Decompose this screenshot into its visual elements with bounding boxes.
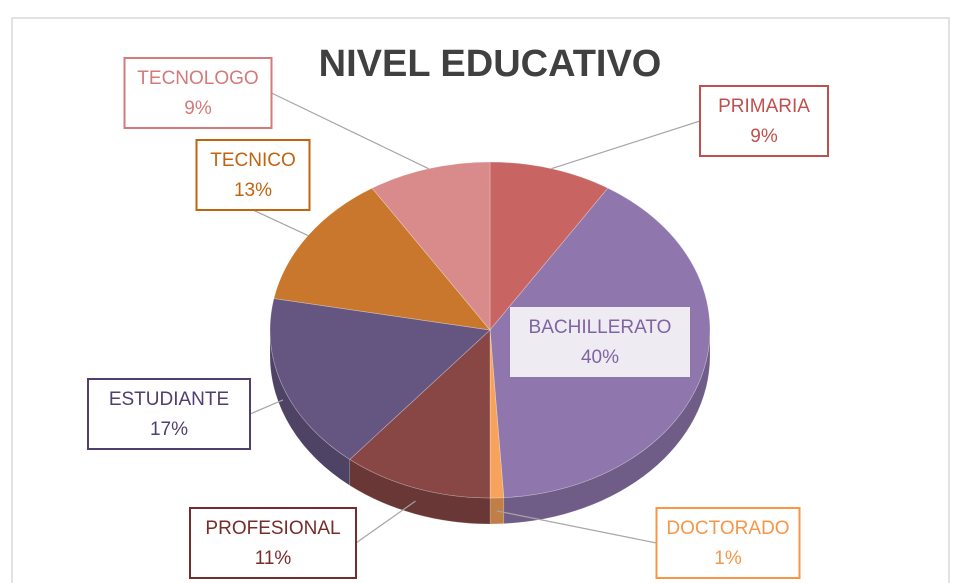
slice-label: PRIMARIA bbox=[718, 96, 810, 117]
chart-title: NIVEL EDUCATIVO bbox=[319, 43, 662, 85]
slice-value-label: 17% bbox=[150, 419, 188, 440]
label-box bbox=[655, 507, 801, 579]
leader-line bbox=[496, 510, 657, 544]
slice bbox=[349, 329, 491, 499]
chart-border bbox=[11, 17, 950, 583]
slice-side bbox=[489, 497, 505, 525]
slice bbox=[489, 161, 609, 331]
slice-label: PROFESIONAL bbox=[205, 518, 340, 539]
label-box bbox=[699, 85, 829, 157]
slice-label: TECNOLOGO bbox=[137, 68, 258, 89]
slice-value-label: 9% bbox=[750, 126, 778, 147]
slice-value-label: 9% bbox=[184, 98, 212, 119]
slice bbox=[489, 329, 505, 499]
leader-line bbox=[271, 92, 429, 170]
label-box bbox=[195, 139, 311, 211]
label-box bbox=[123, 57, 273, 129]
label-box bbox=[189, 507, 357, 579]
slice-label: DOCTORADO bbox=[666, 518, 789, 539]
leader-line bbox=[551, 120, 701, 170]
slice-label: ESTUDIANTE bbox=[109, 389, 229, 410]
label-box bbox=[510, 307, 690, 377]
slice-label: TECNICO bbox=[210, 150, 296, 171]
label-box bbox=[87, 378, 251, 450]
slice-value-label: 40% bbox=[581, 347, 619, 368]
slice-label: BACHILLERATO bbox=[529, 317, 672, 338]
leader-line bbox=[355, 500, 416, 544]
slice-value-label: 1% bbox=[714, 548, 742, 569]
slice bbox=[269, 298, 491, 460]
leader-line bbox=[249, 399, 284, 415]
slice-value-label: 13% bbox=[234, 180, 272, 201]
slice bbox=[371, 161, 491, 331]
slice bbox=[273, 187, 491, 331]
slice-value-label: 11% bbox=[255, 548, 292, 569]
leader-line bbox=[252, 209, 309, 237]
